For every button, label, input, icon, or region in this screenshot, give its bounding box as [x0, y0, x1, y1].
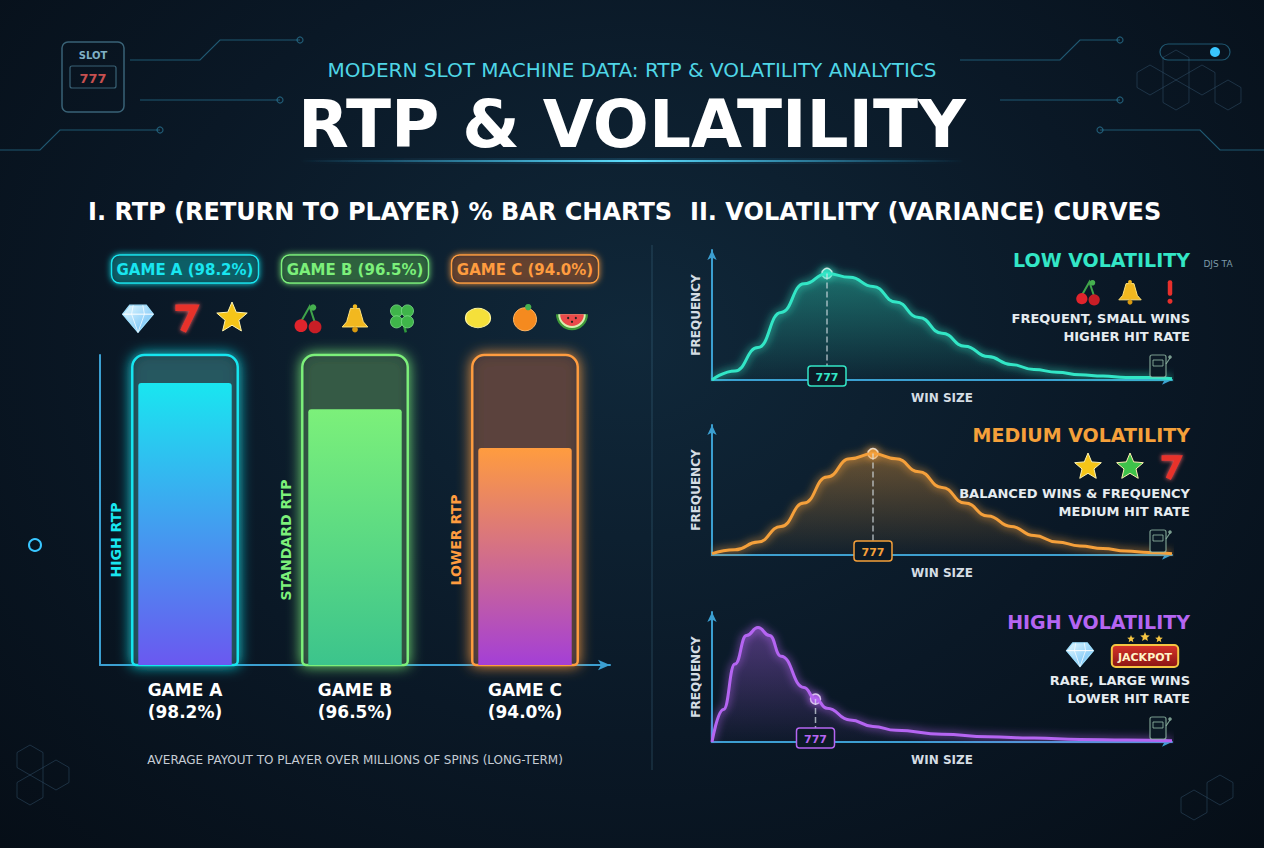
- svg-text:MEDIUM VOLATILITY: MEDIUM VOLATILITY: [973, 424, 1191, 446]
- svg-text:GAME B (96.5%): GAME B (96.5%): [287, 261, 424, 279]
- svg-text:(96.5%): (96.5%): [318, 702, 393, 722]
- svg-text:LOWER RTP: LOWER RTP: [448, 495, 464, 586]
- svg-text:GAME B: GAME B: [318, 680, 393, 700]
- svg-text:WIN SIZE: WIN SIZE: [911, 391, 973, 405]
- svg-text:FREQUENCY: FREQUENCY: [689, 449, 703, 531]
- svg-text:I. RTP (RETURN TO PLAYER) % BA: I. RTP (RETURN TO PLAYER) % BAR CHARTS: [88, 198, 672, 226]
- svg-text:FREQUENT, SMALL WINS: FREQUENT, SMALL WINS: [1012, 311, 1191, 326]
- svg-text:HIGH RTP: HIGH RTP: [108, 503, 124, 578]
- svg-text:BALANCED WINS & FREQUENCY: BALANCED WINS & FREQUENCY: [959, 486, 1190, 501]
- svg-text:GAME C (94.0%): GAME C (94.0%): [457, 261, 593, 279]
- svg-text:WIN SIZE: WIN SIZE: [911, 753, 973, 767]
- svg-text:JACKPOT: JACKPOT: [1117, 651, 1173, 664]
- svg-text:GAME A: GAME A: [148, 680, 224, 700]
- svg-text:AVERAGE PAYOUT TO PLAYER OVER: AVERAGE PAYOUT TO PLAYER OVER MILLIONS O…: [147, 753, 563, 767]
- svg-text:GAME C: GAME C: [488, 680, 562, 700]
- svg-text:WIN SIZE: WIN SIZE: [911, 566, 973, 580]
- svg-text:HIGHER HIT RATE: HIGHER HIT RATE: [1063, 329, 1190, 344]
- svg-text:STANDARD RTP: STANDARD RTP: [278, 480, 294, 601]
- svg-text:FREQUENCY: FREQUENCY: [689, 274, 703, 356]
- svg-text:FREQUENCY: FREQUENCY: [689, 636, 703, 718]
- svg-text:RARE, LARGE WINS: RARE, LARGE WINS: [1050, 673, 1190, 688]
- svg-text:777: 777: [804, 733, 827, 746]
- svg-text:SLOT: SLOT: [79, 50, 108, 61]
- svg-text:MODERN SLOT MACHINE DATA: RTP: MODERN SLOT MACHINE DATA: RTP & VOLATILI…: [328, 58, 937, 82]
- svg-text:777: 777: [79, 71, 106, 86]
- svg-text:II. VOLATILITY (VARIANCE) CURV: II. VOLATILITY (VARIANCE) CURVES: [690, 198, 1161, 226]
- svg-text:MEDIUM HIT RATE: MEDIUM HIT RATE: [1059, 504, 1190, 519]
- svg-text:LOWER HIT RATE: LOWER HIT RATE: [1067, 691, 1190, 706]
- svg-text:HIGH VOLATILITY: HIGH VOLATILITY: [1007, 611, 1190, 633]
- svg-text:(94.0%): (94.0%): [488, 702, 563, 722]
- svg-text:777: 777: [816, 371, 839, 384]
- svg-text:RTP & VOLATILITY: RTP & VOLATILITY: [298, 86, 967, 163]
- svg-text:DJS TA: DJS TA: [1203, 259, 1233, 269]
- svg-text:(98.2%): (98.2%): [148, 702, 223, 722]
- svg-text:LOW VOLATILITY: LOW VOLATILITY: [1013, 249, 1190, 271]
- svg-text:GAME A (98.2%): GAME A (98.2%): [117, 261, 254, 279]
- svg-text:777: 777: [862, 546, 885, 559]
